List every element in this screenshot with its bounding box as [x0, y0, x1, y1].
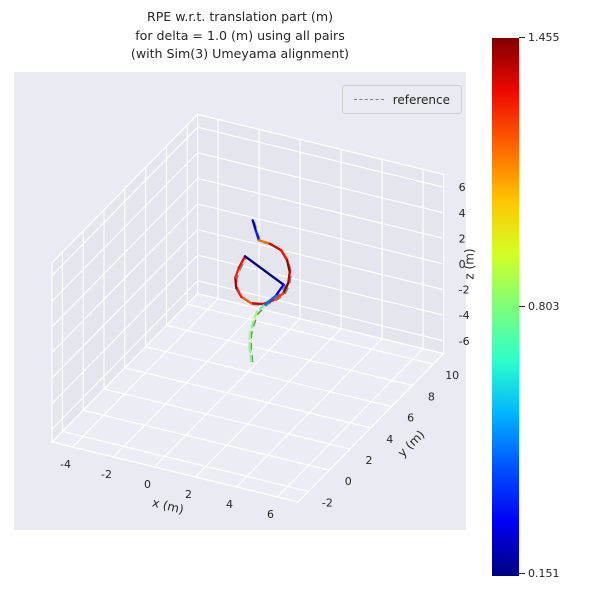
colorbar-mid-label: 0.803 — [519, 300, 560, 313]
trajectory-segment — [286, 259, 291, 274]
grid-line — [124, 367, 371, 429]
y-tick-label: 6 — [407, 412, 414, 425]
trajectory-segment — [262, 294, 278, 307]
colorbar-min-label: 0.151 — [519, 567, 560, 580]
grid-line — [197, 152, 444, 214]
reference-dashed-line-icon — [353, 99, 384, 100]
legend: reference — [341, 85, 462, 114]
grid-line — [103, 388, 351, 450]
trajectory-segment — [250, 302, 265, 306]
trajectory-segment — [251, 311, 258, 325]
z-tick-label: -6 — [459, 335, 470, 348]
grid-line — [62, 430, 309, 492]
grid-line — [197, 126, 444, 188]
grid-line — [51, 229, 198, 379]
grid-line — [166, 324, 413, 386]
z-tick-label: 0 — [459, 258, 466, 271]
z-axis-label: z (m) — [463, 248, 477, 279]
z-tick-label: -4 — [459, 309, 470, 322]
grid-line — [51, 178, 198, 328]
colorbar-gradient — [492, 38, 519, 576]
z-tick-label: 6 — [459, 181, 466, 194]
grid-line — [83, 409, 330, 471]
trajectory-segment — [268, 242, 283, 252]
trajectory-segment — [257, 239, 271, 245]
x-tick-label: -2 — [101, 468, 112, 481]
y-tick-label: 4 — [386, 433, 393, 446]
grid-line — [51, 280, 198, 430]
trajectory-segment — [251, 219, 257, 232]
trajectory-segment — [255, 304, 265, 314]
colorbar-tick-icon — [519, 572, 525, 575]
grid-line — [51, 203, 198, 353]
trajectory-segment — [287, 270, 291, 285]
grid-line — [51, 254, 198, 404]
y-tick-label: 0 — [345, 475, 352, 488]
x-tick-label: 4 — [226, 498, 233, 511]
grid-line — [187, 303, 434, 365]
chart-title-line-2: for delta = 1.0 (m) using all pairs — [135, 27, 345, 43]
colorbar-max-label: 1.455 — [519, 31, 560, 44]
grid-line — [145, 346, 392, 408]
colorbar-max-value: 1.455 — [528, 31, 560, 44]
trajectory-segment — [234, 276, 238, 290]
chart-title-line-3: (with Sim(3) Umeyama alignment) — [130, 46, 350, 61]
z-tick-label: 4 — [459, 207, 466, 220]
trajectory-segment — [272, 292, 285, 302]
trajectory-segment — [281, 282, 290, 295]
trajectory-segment — [254, 229, 261, 242]
y-tick-label: 10 — [445, 369, 459, 382]
grid-line — [197, 229, 444, 291]
grid-line — [197, 203, 444, 265]
trajectory-segment — [274, 283, 285, 297]
z-tick-label: -2 — [459, 284, 470, 297]
y-tick-label: 8 — [428, 390, 435, 403]
chart-title-line-1: RPE w.r.t. translation part (m) — [146, 9, 334, 24]
x-tick-label: 6 — [267, 508, 274, 521]
trajectory-segment — [237, 255, 247, 269]
grid-line — [51, 126, 198, 276]
trajectory-segment — [235, 286, 243, 299]
trajectory-segment — [240, 295, 253, 305]
x-tick-label: 2 — [185, 488, 192, 501]
grid-line — [197, 254, 444, 316]
y-tick-label: -2 — [322, 496, 333, 509]
colorbar-tick-icon — [519, 305, 525, 308]
y-tick-label: 2 — [366, 454, 373, 467]
trajectory-segment — [279, 248, 289, 262]
z-tick-label: 2 — [459, 232, 466, 245]
colorbar-tick-icon — [519, 36, 525, 39]
legend-label-reference: reference — [392, 92, 450, 107]
x-tick-label: -4 — [60, 458, 71, 471]
trajectory-segment — [248, 345, 253, 365]
grid-line — [51, 152, 198, 302]
trajectory-segment — [234, 266, 241, 279]
chart-title: RPE w.r.t. translation part (m) for delt… — [14, 8, 466, 64]
trajectory-segment — [248, 321, 254, 335]
trajectory-segment — [243, 255, 285, 286]
colorbar-mid-value: 0.803 — [528, 300, 560, 313]
colorbar-min-value: 0.151 — [528, 567, 560, 580]
grid-line — [197, 177, 444, 239]
x-tick-label: 0 — [144, 478, 151, 491]
